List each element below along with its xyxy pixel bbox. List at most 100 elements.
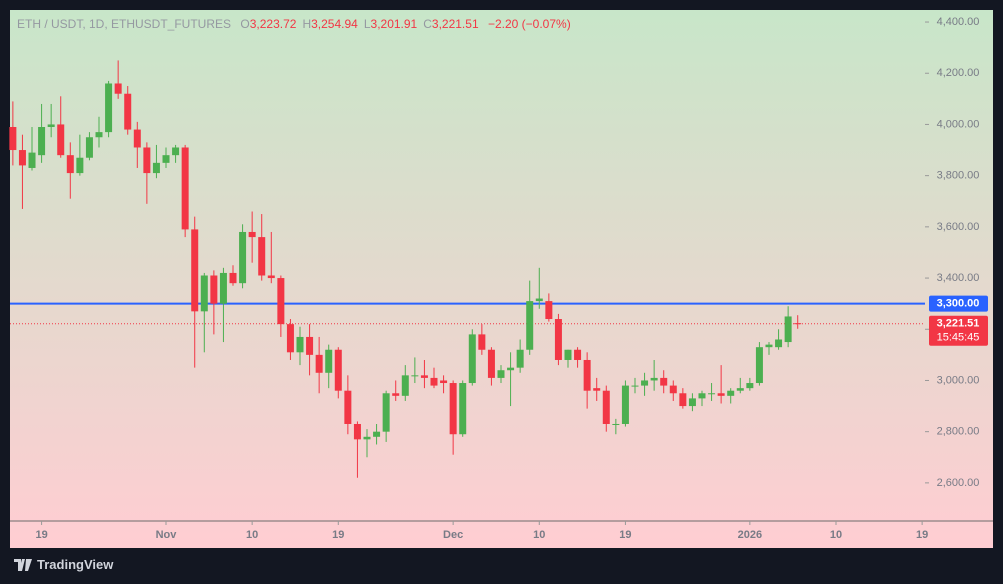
- x-tick-label: 10: [246, 529, 258, 541]
- y-tick-label: 3,600.00: [937, 221, 980, 233]
- candle-body: [66, 155, 74, 174]
- x-tick-label: 19: [916, 529, 928, 541]
- candle-body: [602, 390, 610, 424]
- x-tick-label: 10: [533, 529, 545, 541]
- candle-body: [18, 150, 26, 166]
- candle-body: [736, 388, 744, 391]
- candle-body: [765, 344, 773, 348]
- candle-body: [554, 319, 562, 360]
- candle-body: [775, 339, 783, 348]
- candle-body: [133, 129, 141, 148]
- x-tick-label: 10: [830, 529, 842, 541]
- ohlc-value: 3,254.94: [311, 17, 358, 31]
- level-tag-label: 3,300.00: [937, 298, 980, 310]
- candle-body: [650, 377, 658, 381]
- candle-body: [497, 370, 505, 378]
- candle-body: [621, 385, 629, 424]
- candle-body: [468, 334, 476, 384]
- candle-body: [85, 137, 93, 158]
- candle-body: [95, 132, 103, 138]
- candle-body: [717, 393, 725, 396]
- candle-body: [315, 354, 323, 373]
- candle-body: [574, 349, 582, 360]
- candle-body: [755, 347, 763, 384]
- candle-body: [124, 93, 132, 130]
- candle-body: [784, 316, 792, 343]
- candle-body: [353, 423, 361, 440]
- level-tag: [929, 295, 988, 312]
- candle-body: [28, 152, 36, 168]
- candle-body: [57, 124, 65, 156]
- y-tick-label: 2,600.00: [937, 477, 980, 489]
- candle-body: [172, 147, 180, 156]
- candle-body: [152, 162, 160, 174]
- ohlc-values: O3,223.72 H3,254.94 L3,201.91 C3,221.51: [240, 17, 484, 31]
- x-tick-label: 19: [619, 529, 631, 541]
- ohlc-value: 3,223.72: [249, 17, 297, 31]
- candle-body: [449, 383, 457, 435]
- y-tick-label: 3,000.00: [937, 374, 980, 386]
- price-tag-label: 3,221.51: [937, 318, 980, 330]
- candle-body: [267, 275, 275, 279]
- candle-body: [487, 349, 495, 378]
- candle-body: [76, 157, 84, 174]
- candle-body: [420, 375, 428, 378]
- candle-body: [679, 393, 687, 407]
- candle-body: [191, 229, 199, 312]
- brand-name: TradingView: [37, 557, 114, 572]
- x-tick-label: Nov: [156, 529, 178, 541]
- candle-body: [727, 390, 735, 396]
- countdown-label: 15:45:45: [937, 332, 980, 344]
- candle-body: [440, 380, 448, 384]
- candle-body: [239, 231, 247, 284]
- candle-body: [325, 349, 333, 373]
- y-tick-label: 2,800.00: [937, 426, 980, 438]
- candle-body: [401, 375, 409, 396]
- candle-body: [688, 398, 696, 407]
- x-tick-label: 19: [35, 529, 47, 541]
- candle-body: [286, 324, 294, 353]
- candle-body: [248, 231, 256, 238]
- chart: 2,600.002,800.003,000.003,200.003,400.00…: [9, 10, 993, 548]
- symbol-title: ETH / USDT, 1D, ETHUSDT_FUTURES: [17, 17, 232, 31]
- ohlc-key: O: [240, 17, 250, 31]
- y-tick-label: 3,800.00: [937, 170, 980, 182]
- candle-body: [181, 147, 189, 230]
- candle-body: [660, 377, 668, 386]
- candle-body: [459, 383, 467, 435]
- price-tag: [929, 315, 988, 346]
- x-tick-label: 2026: [738, 529, 762, 541]
- candle-body: [9, 127, 17, 151]
- ohlc-key: H: [302, 17, 312, 31]
- y-tick-label: 4,000.00: [937, 118, 980, 130]
- candle-body: [794, 323, 802, 325]
- x-tick-label: 19: [332, 529, 344, 541]
- candle-body: [708, 393, 716, 395]
- y-tick-label: 4,400.00: [937, 16, 980, 28]
- candle-body: [698, 393, 706, 399]
- candle-body: [277, 278, 285, 325]
- ohlc-key: C: [423, 17, 432, 31]
- candle-body: [430, 377, 438, 386]
- candle-body: [535, 298, 543, 302]
- ohlc-value: 3,221.51: [431, 17, 479, 31]
- candle-body: [105, 83, 113, 133]
- candle-body: [545, 301, 553, 320]
- candle-body: [526, 301, 534, 350]
- candle-body: [47, 124, 55, 128]
- candle-body: [564, 349, 572, 360]
- candle-body: [373, 431, 381, 437]
- candle-body: [363, 436, 371, 440]
- candle-body: [641, 380, 649, 386]
- candle-body: [114, 83, 122, 94]
- brand-logo: [14, 558, 32, 571]
- candle-body: [296, 336, 304, 353]
- candle-body: [392, 393, 400, 396]
- candle-body: [219, 272, 227, 304]
- candle-body: [38, 127, 46, 156]
- ohlc-value: 3,201.91: [370, 17, 418, 31]
- legend: ETH / USDT, 1D, ETHUSDT_FUTURES O3,223.7…: [17, 17, 577, 31]
- candle-body: [344, 390, 352, 424]
- candle-body: [669, 385, 677, 394]
